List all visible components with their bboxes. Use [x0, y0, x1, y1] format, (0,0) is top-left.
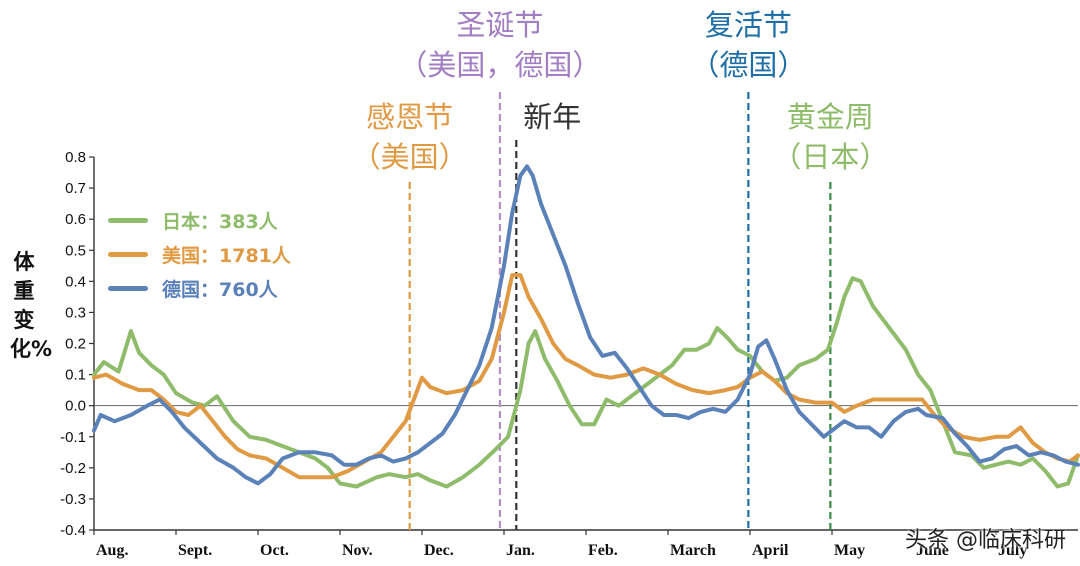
easter-label: 复活节 （德国） [618, 5, 878, 85]
x-tick-label: Aug. [96, 542, 128, 559]
axes-layer [89, 156, 1078, 535]
legend-swatch [108, 285, 148, 291]
x-tick-label: June [916, 542, 949, 559]
y-axis-label: 体重变化% [10, 250, 53, 361]
x-tick-label: April [752, 542, 789, 559]
x-tick-label: March [670, 542, 716, 559]
easter-label-line: 复活节 [704, 8, 792, 42]
legend: 日本：383人 美国：1781人 德国：760人 [108, 203, 291, 305]
easter-label-line: （德国） [690, 48, 807, 82]
x-tick-label: Dec. [424, 542, 454, 559]
thanksgiving-label-line: （美国） [351, 140, 468, 174]
x-tick-label: Feb. [588, 542, 618, 559]
christmas-label-line: 圣诞节 [456, 8, 544, 42]
new-year-label: 新年 [422, 97, 682, 137]
thanksgiving-label-line: 感恩节 [366, 100, 454, 134]
y-tick-label: 0.6 [65, 211, 86, 228]
y-tick-label: 0.7 [65, 180, 86, 197]
series-line-2 [92, 164, 1080, 486]
y-tick-label: -0.1 [60, 429, 86, 446]
legend-item: 日本：383人 [108, 203, 291, 237]
legend-swatch [108, 217, 148, 223]
y-tick-label: -0.4 [60, 522, 86, 539]
christmas-label-line: （美国，德国） [398, 48, 602, 82]
holiday-lines [408, 92, 832, 530]
y-tick-label: 0.1 [65, 367, 86, 384]
watermark: 头条 @临床科研 [905, 528, 1066, 553]
legend-item: 美国：1781人 [108, 237, 291, 271]
legend-swatch [108, 251, 148, 257]
x-tick-label: July [998, 542, 1027, 559]
y-tick-label: 0.5 [65, 242, 86, 259]
series-line-0 [92, 276, 1080, 489]
series-line-1 [92, 273, 1080, 480]
new-year-label-line: 新年 [523, 100, 582, 134]
x-tick-label: May [834, 542, 865, 559]
legend-item: 德国：760人 [108, 271, 291, 305]
y-tick-label: -0.3 [60, 491, 86, 508]
y-tick-label: 0.0 [65, 398, 86, 415]
golden-week-label: 黄金周 （日本） [700, 97, 960, 177]
x-tick-label: Oct. [260, 542, 289, 559]
y-tick-label: 0.2 [65, 336, 86, 353]
christmas-label: 圣诞节 （美国，德国） [370, 5, 630, 85]
y-tick-label: 0.4 [65, 273, 86, 290]
legend-label: 日本：383人 [162, 210, 278, 233]
thanksgiving-label: 感恩节 （美国） [280, 97, 540, 177]
x-tick-label: Sept. [178, 542, 212, 559]
golden-week-label-line: （日本） [772, 140, 889, 174]
y-tick-label: -0.2 [60, 460, 86, 477]
x-tick-label: Nov. [342, 542, 373, 559]
legend-label: 美国：1781人 [162, 244, 291, 267]
y-tick-label: 0.8 [65, 149, 86, 166]
x-tick-label: Jan. [506, 542, 535, 559]
golden-week-label-line: 黄金周 [786, 100, 874, 134]
series-layer [92, 164, 1080, 489]
y-tick-label: 0.3 [65, 304, 86, 321]
tick-labels: -0.4 -0.3 -0.2 -0.1 0.0 0.1 0.2 0.3 0.4 0.5 0.6 0.7… [60, 149, 1027, 559]
legend-label: 德国：760人 [162, 278, 278, 301]
